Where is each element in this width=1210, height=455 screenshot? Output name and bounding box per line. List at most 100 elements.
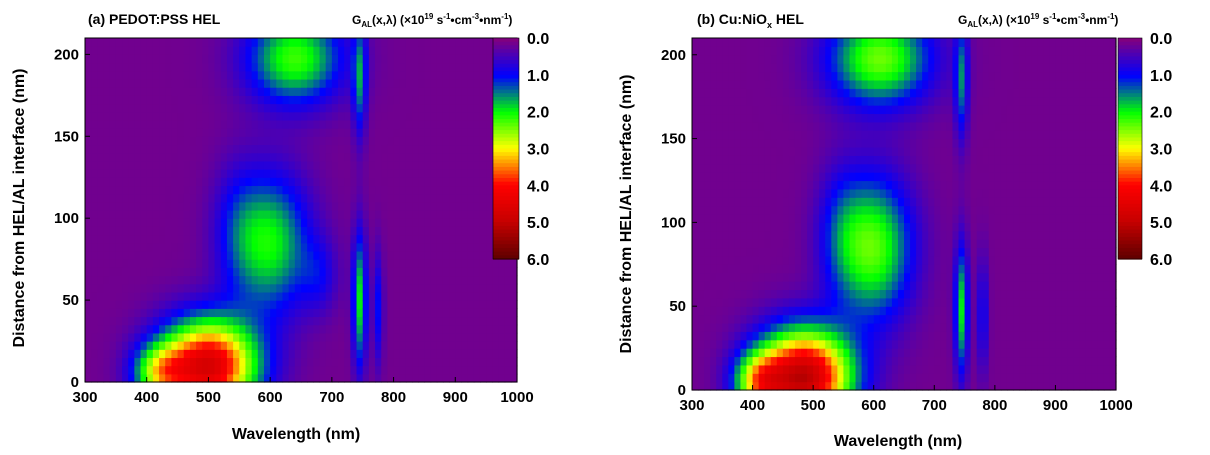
heatmap-cell [165,267,172,277]
heatmap-cell [843,239,851,249]
heatmap-cell [301,62,308,72]
heatmap-cell [424,169,432,178]
heatmap-cell [128,373,135,383]
heatmap-cell [752,322,760,332]
heatmap-cell [239,373,247,383]
colorbar-segment [493,200,519,205]
heatmap-cell [867,46,875,56]
heatmap-cell [692,281,699,291]
heatmap-cell [412,308,419,318]
heatmap-cell [399,308,407,318]
heatmap-cell [891,281,899,291]
heatmap-cell [418,308,426,318]
heatmap-cell [109,38,117,47]
heatmap-cell [867,289,875,299]
heatmap-cell [776,364,784,374]
colorbar-segment [493,67,519,72]
heatmap-cell [245,46,253,55]
heatmap-cell [782,146,790,156]
heatmap-cell [115,349,123,359]
heatmap-cell [492,365,500,375]
heatmap-cell [412,250,419,260]
heatmap-cell [350,341,358,350]
heatmap-cell [226,103,234,113]
heatmap-cell [344,193,351,203]
heatmap-cell [916,289,923,299]
colorbar-segment [493,214,519,220]
heatmap-cell [867,230,875,240]
colorbar-segment [493,211,519,216]
heatmap-cell [393,259,401,268]
heatmap-cell [418,283,426,293]
heatmap-cell [752,214,760,223]
heatmap-cell [934,306,941,316]
heatmap-cell [764,188,772,198]
heatmap-cell [958,255,966,265]
heatmap-cell [825,155,832,165]
heatmap-cell [449,177,456,187]
heatmap-cell [922,272,929,282]
heatmap-cell [128,128,135,137]
heatmap-cell [825,205,832,215]
heatmap-cell [177,128,185,137]
heatmap-cell [461,267,469,277]
heatmap-cell [214,267,222,277]
heatmap-cell [171,373,179,383]
heatmap-cell [350,300,358,309]
heatmap-cell [276,169,284,178]
heatmap-cell [134,234,142,244]
heatmap-cell [85,267,92,277]
heatmap-cell [952,314,960,324]
heatmap-cell [152,341,160,350]
heatmap-cell [196,111,203,121]
heatmap-cell [728,348,735,358]
heatmap-cell [356,144,364,154]
heatmap-cell [449,144,456,154]
heatmap-cell [801,113,808,123]
heatmap-cell [831,79,838,89]
heatmap-cell [958,214,966,223]
heatmap-cell [740,364,748,374]
heatmap-cell [704,188,711,198]
heatmap-cell [831,381,838,391]
heatmap-cell [479,95,487,105]
heatmap-cell [263,226,271,236]
heatmap-cell [405,316,413,326]
heatmap-cell [183,308,191,318]
heatmap-cell [307,177,314,187]
heatmap-cell [171,87,179,96]
heatmap-cell [879,289,887,299]
heatmap-cell [946,281,954,291]
heatmap-cell [746,339,754,349]
heatmap-cell [140,275,148,285]
heatmap-cell [897,71,905,81]
heatmap-cell [282,300,290,309]
heatmap-cell [819,281,826,291]
heatmap-cell [794,230,802,240]
heatmap-cell [455,201,463,211]
heatmap-cell [873,356,881,366]
heatmap-cell [861,79,869,89]
heatmap-cell [307,373,314,383]
heatmap-cell [103,283,111,293]
heatmap-cell [313,103,321,113]
heatmap-cell [128,185,135,195]
heatmap-cell [467,332,475,342]
heatmap-cell [177,210,185,219]
heatmap-cell [861,146,869,156]
heatmap-cell [430,54,438,64]
heatmap-cell [196,62,203,72]
colorbar-segment [493,96,519,102]
heatmap-cell [436,152,444,162]
heatmap-cell [288,316,296,326]
heatmap-cell [115,357,123,367]
heatmap-cell [338,357,345,367]
heatmap-cell [801,373,808,383]
heatmap-cell [140,144,148,154]
heatmap-cell [196,357,203,367]
heatmap-cell [752,130,760,140]
heatmap-cell [220,62,228,72]
heatmap-cell [159,250,166,260]
heatmap-cell [479,324,487,334]
heatmap-cell [831,197,838,207]
